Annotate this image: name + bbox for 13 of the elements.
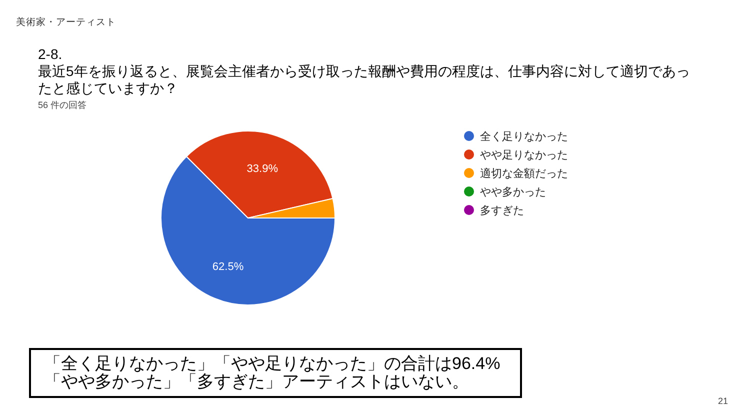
- text: 美術家・アーティスト: [16, 16, 116, 28]
- legend-label: 全く足りなかった: [480, 131, 568, 143]
- text: 21: [718, 396, 728, 406]
- chart-subtitle: 最近5年を振り返ると、展覧会主催者から受け取った報酬や費用の程度は、仕事内容に対して適切であったと感じていますか？: [38, 63, 690, 96]
- text: 56 件の回答: [38, 100, 87, 110]
- legend-label: やや多かった: [480, 186, 546, 198]
- text: 「全く足りなかった」「やや足りなかった」の合計は96.4% 「やや多かった」「多すぎた」アーティストはいない。: [44, 354, 500, 391]
- legend-label: やや足りなかった: [480, 150, 568, 162]
- legend-label: 多すぎた: [480, 205, 524, 217]
- data-label: 33.9%: [246, 162, 278, 175]
- data-label: 62.5%: [212, 261, 244, 274]
- chart-title: 2-8.: [38, 46, 62, 62]
- legend-label: 適切な金額だった: [480, 167, 568, 180]
